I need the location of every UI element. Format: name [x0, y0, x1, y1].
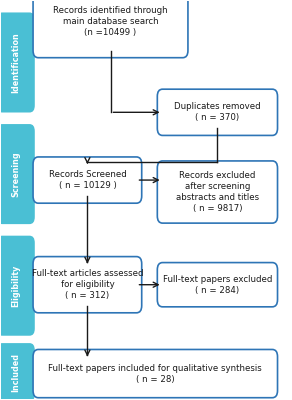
Text: Eligibility: Eligibility: [11, 264, 20, 307]
FancyBboxPatch shape: [157, 161, 277, 223]
Text: Duplicates removed
( n = 370): Duplicates removed ( n = 370): [174, 102, 261, 122]
Text: Included: Included: [11, 353, 20, 392]
Text: Screening: Screening: [11, 151, 20, 197]
Text: Records excluded
after screening
abstracts and titles
( n = 9817): Records excluded after screening abstrac…: [176, 171, 259, 213]
FancyBboxPatch shape: [33, 257, 142, 313]
FancyBboxPatch shape: [0, 236, 35, 336]
Text: Full-text papers excluded
( n = 284): Full-text papers excluded ( n = 284): [163, 275, 272, 295]
FancyBboxPatch shape: [33, 157, 142, 203]
Text: Identification: Identification: [11, 32, 20, 93]
Text: Records identified through
main database search
(n =10499 ): Records identified through main database…: [53, 6, 168, 37]
FancyBboxPatch shape: [33, 350, 277, 398]
FancyBboxPatch shape: [0, 12, 35, 112]
Text: Full-text papers included for qualitative synthesis
( n = 28): Full-text papers included for qualitativ…: [48, 364, 262, 384]
FancyBboxPatch shape: [0, 343, 35, 400]
Text: Full-text articles assessed
for eligibility
( n = 312): Full-text articles assessed for eligibil…: [32, 269, 143, 300]
FancyBboxPatch shape: [33, 0, 188, 58]
Text: Records Screened
( n = 10129 ): Records Screened ( n = 10129 ): [48, 170, 126, 190]
FancyBboxPatch shape: [157, 89, 277, 136]
FancyBboxPatch shape: [0, 124, 35, 224]
FancyBboxPatch shape: [157, 262, 277, 307]
